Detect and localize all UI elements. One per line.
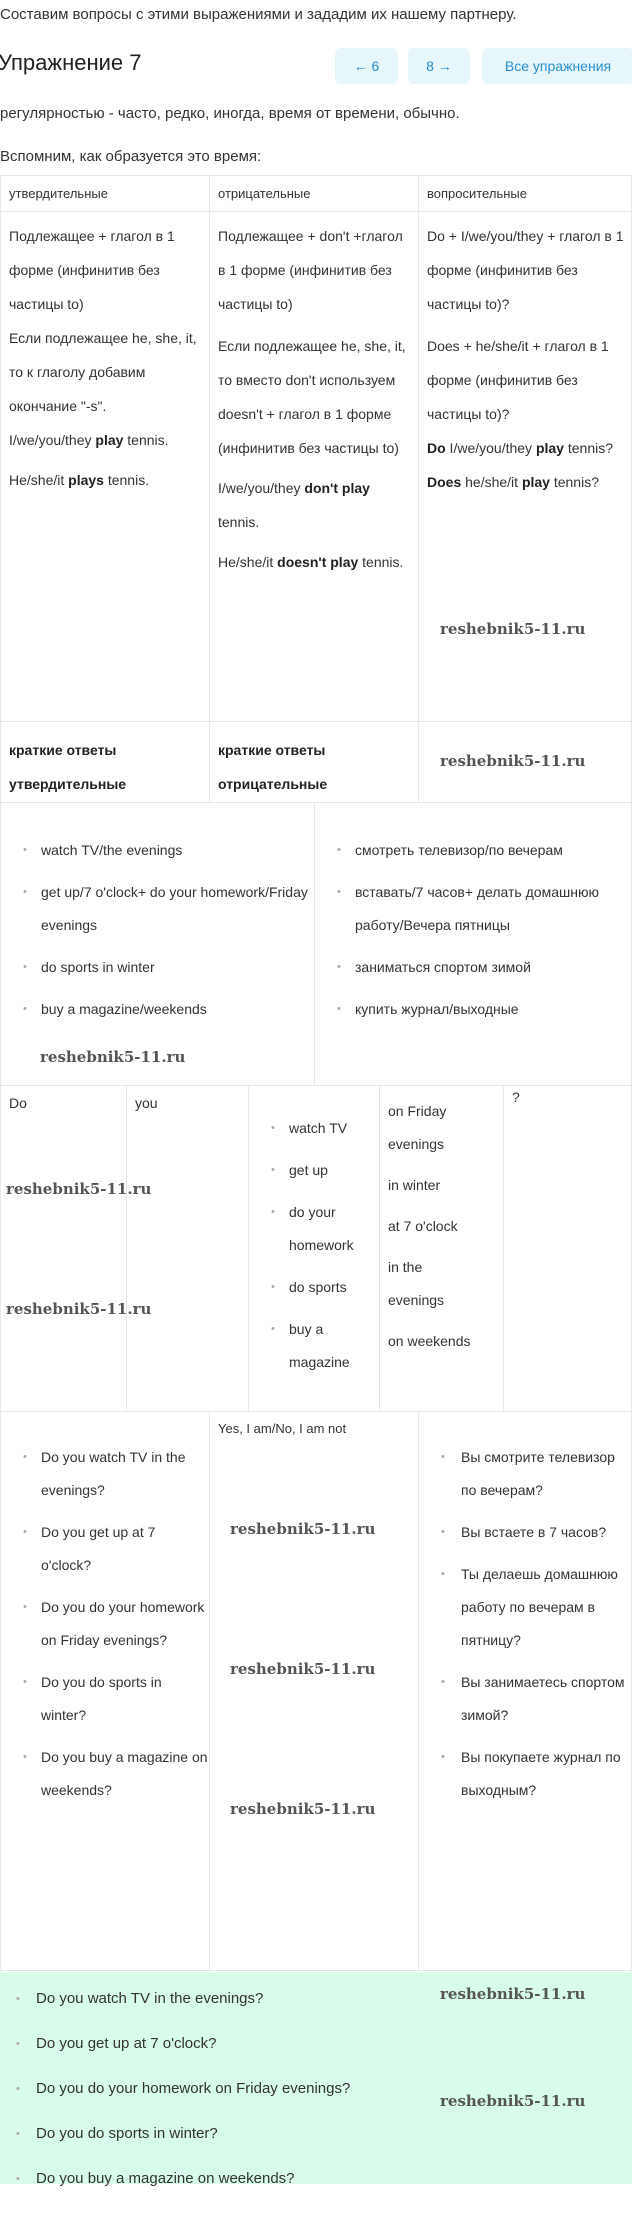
answers-short: Yes, I am/No, I am not: [209, 1411, 418, 1970]
builder-do: Do: [9, 1095, 27, 1111]
phrases-en: watch TV/the evenings get up/7 o'clock+ …: [1, 802, 314, 1085]
list-item: watch TV: [249, 1112, 379, 1145]
list-item: Do you do sports in winter?: [1, 1666, 209, 1732]
list-item: buy a magazine/weekends: [1, 993, 314, 1026]
short-negative: краткие ответы отрицательные: [209, 721, 418, 802]
time-item: on Friday evenings: [388, 1103, 447, 1152]
list-item: get up: [249, 1154, 379, 1187]
regularity-text: регулярностью - часто, редко, иногда, вр…: [0, 105, 460, 122]
list-item: Do you do your homework on Friday evenin…: [1, 1591, 209, 1657]
list-item: Do you watch TV in the evenings?: [1, 1441, 209, 1507]
next-exercise-button[interactable]: 8 →: [408, 48, 470, 84]
time-item: at 7 o'clock: [388, 1218, 458, 1234]
affirmative-rule: Подлежащее + глагол в 1 форме (инфинитив…: [9, 228, 175, 312]
all-exercises-button[interactable]: Все упражнения: [482, 48, 632, 84]
interrogative-cell: Do + I/we/you/they + глагол в 1 форме (и…: [418, 211, 632, 721]
list-item: Do you watch TV in the evenings?: [0, 1989, 632, 2009]
question-builder-table: Do you watch TV get up do your homework …: [0, 1085, 632, 1412]
negative-example1: I/we/you/they don't play tennis.: [218, 480, 370, 530]
builder-you: you: [126, 1085, 248, 1411]
page-title: Упражнение 7: [0, 50, 142, 75]
time-item: in winter: [388, 1177, 441, 1193]
list-item: buy a magazine: [249, 1313, 379, 1379]
affirmative-example1: I/we/you/they play tennis.: [9, 432, 169, 448]
interrogative-example2: Does he/she/it play tennis?: [427, 474, 599, 490]
list-item: Do you do sports in winter?: [0, 2124, 632, 2144]
affirmative-rule2: Если подлежащее he, she, it, то к глагол…: [9, 330, 197, 414]
list-item: do sports: [249, 1271, 379, 1304]
list-item: do sports in winter: [1, 951, 314, 984]
answers-table: Do you watch TV in the evenings? Do you …: [0, 1411, 632, 1971]
list-item: вставать/7 часов+ делать домашнюю работу…: [315, 876, 632, 942]
list-item: watch TV/the evenings: [1, 834, 314, 867]
intro-text: Составим вопросы с этими выражениями и з…: [0, 6, 517, 23]
list-item: Do you get up at 7 o'clock?: [1, 1516, 209, 1582]
list-item: купить журнал/выходные: [315, 993, 632, 1026]
interrogative-rule: Do + I/we/you/they + глагол в 1 форме (и…: [427, 228, 624, 312]
list-item: смотреть телевизор/по вечерам: [315, 834, 632, 867]
builder-times: on Friday evenings in winter at 7 o'cloc…: [379, 1085, 503, 1411]
interrogative-rule2: Does + he/she/it + глагол в 1 форме (инф…: [427, 338, 609, 422]
time-item: in the evenings: [388, 1259, 445, 1308]
builder-verbs: watch TV get up do your homework do spor…: [248, 1085, 379, 1411]
negative-cell: Подлежащее + don't +глагол в 1 форме (ин…: [209, 211, 418, 721]
list-item: Вы встаете в 7 часов?: [419, 1516, 632, 1549]
affirmative-example2: He/she/it plays tennis.: [9, 472, 150, 488]
list-item: Вы покупаете журнал по выходным?: [419, 1741, 632, 1807]
list-item: get up/7 o'clock+ do your homework/Frida…: [1, 876, 314, 942]
phrases-ru: смотреть телевизор/по вечерам вставать/7…: [314, 802, 632, 1085]
list-item: Ты делаешь домашнюю работу по вечерам в …: [419, 1558, 632, 1657]
list-item: Do you buy a magazine on weekends?: [1, 1741, 209, 1807]
phrases-table: watch TV/the evenings get up/7 o'clock+ …: [0, 802, 632, 1086]
builder-question-mark: ?: [503, 1085, 632, 1411]
header-negative: отрицательные: [209, 176, 418, 211]
negative-example2: He/she/it doesn't play tennis.: [218, 554, 404, 570]
prev-exercise-button[interactable]: ← 6: [335, 48, 398, 84]
list-item: Вы занимаетесь спортом зимой?: [419, 1666, 632, 1732]
list-item: do your homework: [249, 1196, 379, 1262]
recall-text: Вспомним, как образуется это время:: [0, 148, 262, 165]
list-item: Вы смотрите телевизор по вечерам?: [419, 1441, 632, 1507]
list-item: Do you do your homework on Friday evenin…: [0, 2079, 632, 2099]
time-item: on weekends: [388, 1333, 471, 1349]
answers-en: Do you watch TV in the evenings? Do you …: [1, 1411, 209, 1970]
list-item: заниматься спортом зимой: [315, 951, 632, 984]
short-affirmative: краткие ответы утвердительные: [9, 742, 127, 792]
negative-rule: Подлежащее + don't +глагол в 1 форме (ин…: [218, 228, 403, 312]
header-interrogative: вопросительные: [418, 176, 632, 211]
empty-cell: [418, 721, 632, 802]
grammar-table-body: Подлежащее + глагол в 1 форме (инфинитив…: [0, 211, 632, 722]
list-item: Do you buy a magazine on weekends?: [0, 2169, 632, 2189]
short-answers-row: краткие ответы утвердительные краткие от…: [0, 721, 632, 803]
answer-block: Do you watch TV in the evenings? Do you …: [0, 1972, 632, 2189]
answers-ru: Вы смотрите телевизор по вечерам? Вы вст…: [418, 1411, 632, 1970]
negative-rule2: Если подлежащее he, she, it, то вместо d…: [218, 338, 406, 456]
grammar-table-header: утвердительные отрицательные вопроситель…: [0, 175, 632, 212]
header-affirmative: утвердительные: [9, 186, 108, 201]
list-item: Do you get up at 7 o'clock?: [0, 2034, 632, 2054]
interrogative-example1: Do I/we/you/they play tennis?: [427, 440, 614, 456]
affirmative-cell: Подлежащее + глагол в 1 форме (инфинитив…: [1, 211, 209, 721]
